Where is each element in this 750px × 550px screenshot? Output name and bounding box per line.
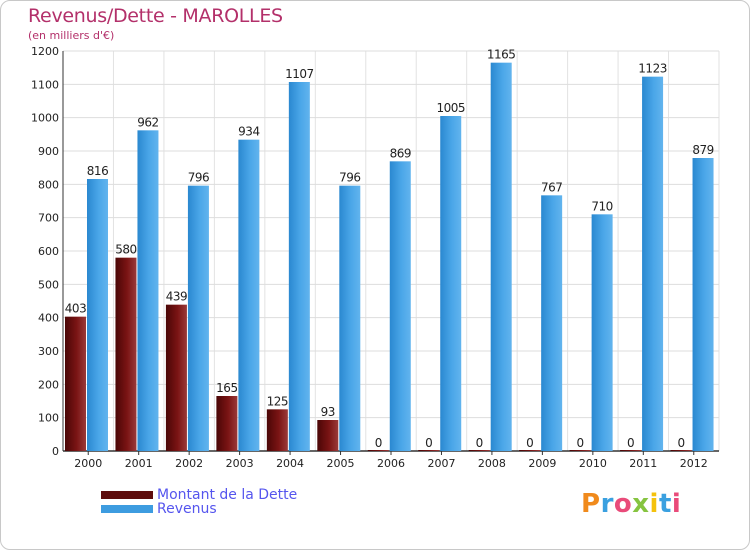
logo-letter: r <box>600 489 614 519</box>
y-tick-label: 400 <box>38 312 59 325</box>
data-label-dette: 0 <box>375 436 382 450</box>
bar-dette-2001 <box>115 257 137 451</box>
legend-item-revenus: Revenus <box>101 501 217 517</box>
y-tick-label: 200 <box>38 378 59 391</box>
data-label-dette: 0 <box>526 436 533 450</box>
logo-letter: t <box>658 489 672 519</box>
y-tick-label: 300 <box>38 345 59 358</box>
bar-revenus-2008 <box>490 62 512 452</box>
data-label-dette: 165 <box>216 381 237 395</box>
bar-revenus-2003 <box>238 139 260 451</box>
legend-swatch-revenus <box>101 505 153 513</box>
bar-revenus-2001 <box>137 130 159 452</box>
legend-item-dette: Montant de la Dette <box>101 487 297 503</box>
bar-revenus-2011 <box>642 76 664 452</box>
bar-revenus-2004 <box>288 82 310 451</box>
legend-label-revenus: Revenus <box>157 501 217 517</box>
x-tick-label: 2008 <box>478 457 506 470</box>
bar-dette-2011 <box>620 450 642 451</box>
data-label-dette: 403 <box>65 302 86 316</box>
logo-letter: x <box>632 489 650 519</box>
bar-dette-2002 <box>165 304 187 451</box>
data-label-dette: 0 <box>476 436 483 450</box>
data-label-dette: 439 <box>166 290 187 304</box>
data-label-dette: 0 <box>677 436 684 450</box>
bar-dette-2008 <box>468 450 490 451</box>
data-labels: 403 816 580 962 439 796 165 934 125 1107 93 796 0 869… <box>65 48 714 450</box>
y-tick-label: 100 <box>38 412 59 425</box>
data-label-revenus: 934 <box>238 125 259 139</box>
bar-revenus-2005 <box>339 185 361 451</box>
bar-dette-2004 <box>266 409 288 451</box>
bar-revenus-2007 <box>440 116 462 451</box>
bar-dette-2012 <box>670 450 692 451</box>
data-label-revenus: 1005 <box>436 101 465 115</box>
data-label-dette: 93 <box>321 405 335 419</box>
data-label-revenus: 767 <box>541 180 562 194</box>
logo-letter: i <box>671 489 682 519</box>
bars <box>65 62 714 452</box>
bar-dette-2006 <box>367 450 389 451</box>
legend-swatch-dette <box>101 491 153 499</box>
x-tick-label: 2005 <box>327 457 355 470</box>
data-label-revenus: 710 <box>591 199 612 213</box>
bar-revenus-2012 <box>692 158 714 451</box>
tick-labels: 0100200300400500600700800900100011001200… <box>31 45 708 470</box>
x-tick-label: 2006 <box>377 457 405 470</box>
y-tick-label: 1000 <box>31 112 59 125</box>
data-label-revenus: 796 <box>188 171 209 185</box>
bar-revenus-2006 <box>389 161 411 452</box>
y-tick-label: 1200 <box>31 45 59 58</box>
chart-title: Revenus/Dette - MAROLLES <box>28 5 283 27</box>
bar-dette-2007 <box>418 450 440 451</box>
data-label-dette: 0 <box>627 436 634 450</box>
bar-dette-2003 <box>216 396 238 451</box>
bar-dette-2010 <box>569 450 591 451</box>
legend-label-dette: Montant de la Dette <box>157 487 298 503</box>
bar-revenus-2010 <box>591 214 613 451</box>
x-tick-label: 2000 <box>74 457 102 470</box>
bar-revenus-2000 <box>87 179 108 451</box>
bar-revenus-2009 <box>541 195 563 451</box>
data-label-dette: 580 <box>115 243 136 257</box>
y-tick-label: 0 <box>52 445 59 458</box>
bar-dette-2009 <box>519 450 541 451</box>
x-tick-label: 2003 <box>226 457 254 470</box>
data-label-revenus: 796 <box>339 171 360 185</box>
data-label-dette: 0 <box>577 436 584 450</box>
x-tick-label: 2002 <box>175 457 203 470</box>
data-label-revenus: 1123 <box>638 62 667 76</box>
data-label-revenus: 879 <box>692 143 713 157</box>
x-tick-label: 2007 <box>427 457 455 470</box>
data-label-revenus: 1165 <box>487 48 516 62</box>
x-tick-label: 2010 <box>579 457 607 470</box>
chart-subtitle: (en milliers d'€) <box>28 29 115 42</box>
y-tick-label: 800 <box>38 178 59 191</box>
bar-revenus-2002 <box>187 185 209 451</box>
logo-letter: P <box>581 489 601 519</box>
x-tick-label: 2011 <box>629 457 657 470</box>
y-tick-label: 700 <box>38 212 59 225</box>
y-tick-label: 600 <box>38 245 59 258</box>
data-label-dette: 125 <box>267 394 288 408</box>
data-label-revenus: 962 <box>137 115 158 129</box>
x-tick-label: 2009 <box>528 457 556 470</box>
x-tick-label: 2012 <box>680 457 708 470</box>
y-tick-label: 500 <box>38 278 59 291</box>
logo-letter: i <box>649 489 659 519</box>
logo-letter: o <box>613 489 633 519</box>
data-label-revenus: 869 <box>390 146 411 160</box>
y-tick-label: 1100 <box>31 78 59 91</box>
data-label-dette: 0 <box>425 436 432 450</box>
bar-dette-2000 <box>65 316 86 451</box>
bar-dette-2005 <box>317 420 339 451</box>
data-label-revenus: 816 <box>87 164 108 178</box>
proxiti-logo: Proxiti <box>581 489 681 519</box>
x-tick-label: 2004 <box>276 457 304 470</box>
data-label-revenus: 1107 <box>285 67 314 81</box>
y-tick-label: 900 <box>38 145 59 158</box>
x-tick-label: 2001 <box>125 457 153 470</box>
